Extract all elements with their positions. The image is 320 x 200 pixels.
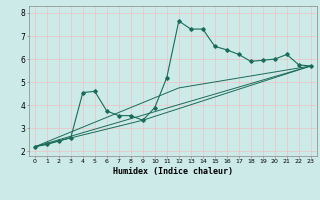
X-axis label: Humidex (Indice chaleur): Humidex (Indice chaleur) [113,167,233,176]
